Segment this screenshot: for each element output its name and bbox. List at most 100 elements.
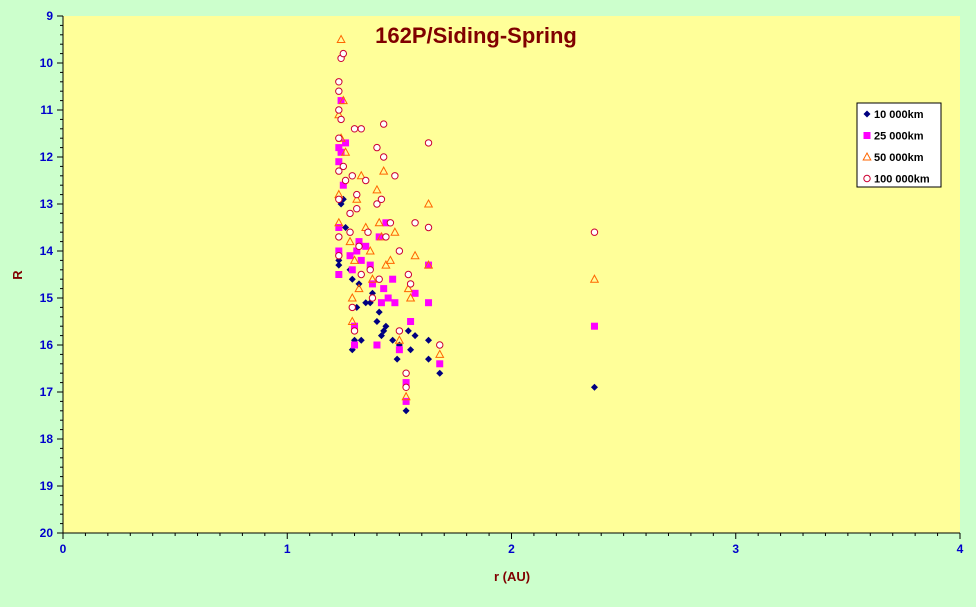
data-point-square [395, 346, 403, 354]
data-point-circle [346, 228, 354, 236]
data-point-circle [346, 209, 354, 218]
data-point-circle [368, 294, 377, 302]
data-point-triangle [356, 170, 366, 180]
data-point-circle [341, 176, 350, 185]
data-point-circle [348, 303, 356, 312]
data-marks [334, 34, 600, 415]
data-point-circle [377, 195, 386, 204]
data-point-diamond [402, 407, 410, 415]
data-point-circle [364, 228, 372, 236]
x-tick-label: 1 [284, 542, 291, 556]
data-point-circle [436, 341, 444, 349]
data-point-circle [424, 223, 433, 232]
data-point-circle [350, 327, 359, 335]
data-point-square [590, 322, 598, 330]
series-circle [335, 49, 599, 391]
data-point-square [436, 360, 444, 368]
data-point-circle [350, 125, 359, 133]
data-point-square [351, 322, 359, 330]
data-point-circle [357, 125, 365, 133]
legend-label: 100 000km [874, 174, 930, 186]
data-point-diamond [425, 355, 433, 363]
data-point-circle [353, 190, 361, 199]
data-point-diamond [373, 318, 381, 325]
data-point-circle [375, 275, 383, 283]
data-point-square [402, 397, 410, 405]
data-point-square [335, 158, 343, 166]
data-point-circle [373, 143, 381, 152]
data-point-square [407, 318, 415, 325]
data-point-circle [395, 247, 404, 255]
data-point-diamond [357, 336, 365, 344]
data-point-circle [395, 327, 404, 335]
data-point-diamond [375, 308, 383, 316]
data-point-square [355, 238, 363, 246]
data-point-diamond [407, 346, 415, 354]
y-tick-label: 9 [46, 9, 53, 23]
data-point-square [384, 294, 392, 302]
legend-label: 10 000km [874, 109, 924, 121]
legend-box [856, 102, 942, 188]
data-point-circle [379, 153, 388, 161]
legend-marker-triangle [862, 151, 872, 161]
y-tick-label: 20 [40, 526, 54, 540]
data-point-triangle [347, 292, 357, 302]
data-point-circle [339, 49, 348, 58]
data-point-square [353, 247, 361, 255]
data-point-circle [404, 270, 413, 279]
data-point-square [368, 280, 376, 288]
data-point-triangle [379, 166, 389, 175]
data-point-circle [335, 134, 343, 142]
data-point-circle [337, 115, 345, 124]
data-point-diamond [362, 299, 370, 307]
data-point-square [335, 224, 343, 231]
data-point-circle [335, 252, 343, 260]
data-point-diamond [393, 355, 401, 363]
chart-title: 162P/Siding-Spring [375, 23, 577, 48]
legend-marker-circle [863, 174, 871, 183]
data-point-square [335, 144, 343, 152]
data-point-square [411, 289, 419, 297]
data-point-square [337, 148, 345, 156]
data-point-circle [402, 383, 410, 391]
data-point-diamond [590, 383, 598, 391]
data-point-circle [590, 228, 599, 236]
y-tick-label: 11 [40, 103, 53, 117]
x-tick-label: 4 [957, 542, 964, 556]
data-point-square [346, 252, 354, 260]
x-axis-label: r (AU) [494, 569, 530, 584]
data-point-circle [373, 200, 381, 208]
data-point-circle [386, 219, 395, 227]
data-point-square [351, 341, 359, 349]
data-point-square [391, 299, 399, 307]
data-point-circle [335, 167, 343, 175]
data-point-square [335, 271, 343, 278]
data-point-diamond [411, 332, 419, 340]
data-point-triangle [423, 198, 434, 208]
data-point-diamond [382, 322, 390, 330]
data-point-diamond [404, 327, 412, 335]
data-point-triangle [589, 274, 600, 283]
data-point-circle [335, 195, 343, 204]
y-axis-label: R [10, 270, 25, 280]
data-point-square [357, 256, 365, 264]
data-point-triangle [394, 335, 405, 344]
y-tick-label: 10 [40, 56, 54, 70]
y-tick-label: 14 [40, 244, 54, 258]
y-tick-label: 19 [40, 479, 54, 493]
data-point-square [402, 379, 410, 387]
data-point-diamond [348, 275, 356, 283]
y-tick-label: 12 [40, 150, 54, 164]
data-point-triangle [385, 255, 396, 264]
plot-area [63, 16, 960, 533]
data-point-circle [411, 219, 419, 227]
data-point-triangle [336, 34, 346, 43]
data-point-triangle [403, 283, 413, 293]
data-point-triangle [423, 260, 434, 269]
data-point-triangle [390, 227, 400, 236]
data-point-triangle [345, 236, 355, 246]
data-point-circle [348, 172, 356, 180]
